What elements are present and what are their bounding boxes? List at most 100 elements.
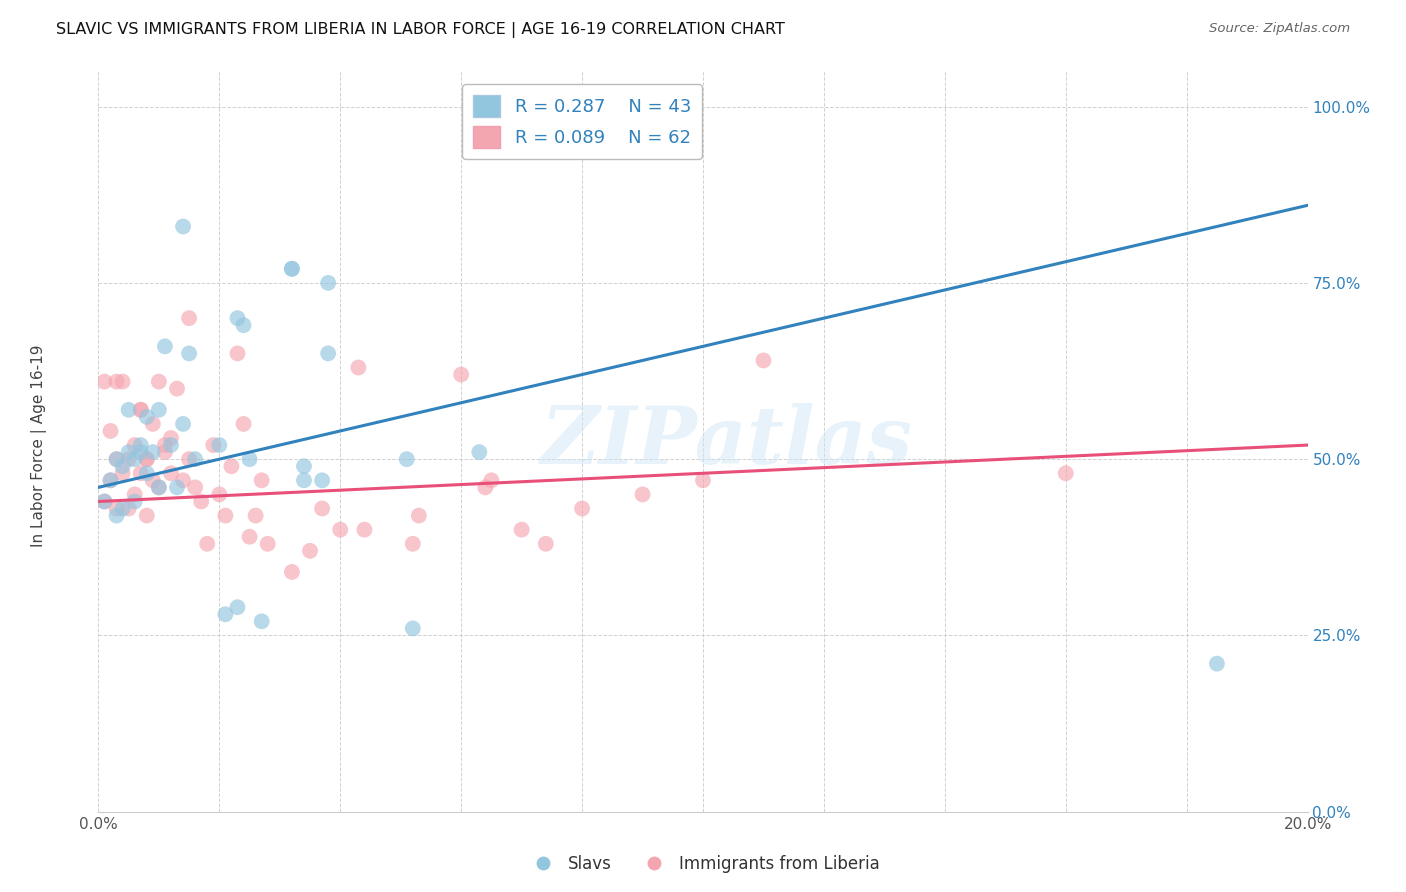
Point (100, 473, 122, 487)
Point (402, 537, 425, 551)
Point (153, 339, 176, 353)
Point (179, 311, 201, 326)
Point (347, 360, 370, 375)
Point (292, 459, 315, 474)
Point (118, 501, 141, 516)
Point (142, 417, 165, 431)
Point (148, 480, 170, 494)
Point (184, 480, 207, 494)
Point (631, 487, 654, 501)
Point (408, 508, 430, 523)
Point (1054, 467, 1077, 481)
Point (239, 452, 262, 467)
Point (353, 523, 375, 537)
Point (474, 480, 496, 494)
Point (402, 621, 425, 635)
Point (232, 318, 254, 333)
Point (135, 409, 157, 424)
Point (105, 508, 128, 523)
Point (93, 494, 115, 508)
Point (100, 473, 122, 487)
Point (190, 494, 212, 508)
Point (316, 276, 339, 290)
Point (281, 261, 304, 276)
Text: Source: ZipAtlas.com: Source: ZipAtlas.com (1209, 22, 1350, 36)
Point (124, 494, 146, 508)
Point (195, 537, 218, 551)
Point (124, 452, 146, 467)
Point (111, 459, 134, 474)
Point (111, 375, 134, 389)
Point (316, 346, 339, 360)
Point (166, 382, 188, 396)
Point (148, 375, 170, 389)
Text: In Labor Force | Age 16-19: In Labor Force | Age 16-19 (31, 344, 48, 548)
Point (118, 452, 141, 467)
Point (692, 473, 714, 487)
Point (129, 402, 152, 417)
Point (474, 100, 496, 114)
Point (481, 473, 503, 487)
Point (311, 473, 333, 487)
Point (329, 523, 352, 537)
Point (135, 452, 157, 467)
Point (202, 438, 225, 452)
Point (208, 438, 231, 452)
Point (160, 438, 183, 452)
Point (226, 600, 249, 615)
Point (214, 508, 236, 523)
Point (250, 615, 273, 629)
Point (93, 494, 115, 508)
Point (292, 473, 315, 487)
Legend: R = 0.287    N = 43, R = 0.089    N = 62: R = 0.287 N = 43, R = 0.089 N = 62 (463, 84, 702, 159)
Point (148, 480, 170, 494)
Point (226, 311, 249, 326)
Point (118, 445, 141, 459)
Point (245, 508, 267, 523)
Point (239, 530, 262, 544)
Point (184, 452, 207, 467)
Point (124, 438, 146, 452)
Point (142, 445, 165, 459)
Point (221, 459, 243, 474)
Point (395, 452, 418, 467)
Point (179, 452, 201, 467)
Point (256, 537, 278, 551)
Point (281, 261, 304, 276)
Point (510, 523, 533, 537)
Point (311, 501, 333, 516)
Point (129, 402, 152, 417)
Point (105, 452, 128, 467)
Text: SLAVIC VS IMMIGRANTS FROM LIBERIA IN LABOR FORCE | AGE 16-19 CORRELATION CHART: SLAVIC VS IMMIGRANTS FROM LIBERIA IN LAB… (56, 22, 785, 38)
Point (468, 445, 491, 459)
Point (571, 501, 593, 516)
Point (135, 508, 157, 523)
Point (160, 431, 183, 445)
Point (129, 467, 152, 481)
Legend: Slavs, Immigrants from Liberia: Slavs, Immigrants from Liberia (520, 848, 886, 880)
Point (160, 467, 183, 481)
Point (105, 501, 128, 516)
Point (226, 346, 249, 360)
Point (142, 473, 165, 487)
Text: ZIPatlas: ZIPatlas (541, 403, 914, 480)
Point (148, 402, 170, 417)
Point (153, 445, 176, 459)
Point (129, 445, 152, 459)
Point (105, 452, 128, 467)
Point (172, 219, 194, 234)
Point (153, 438, 176, 452)
Point (232, 417, 254, 431)
Point (534, 537, 557, 551)
Point (135, 467, 157, 481)
Point (299, 544, 322, 558)
Point (752, 353, 775, 368)
Point (250, 473, 273, 487)
Point (172, 473, 194, 487)
Point (281, 565, 304, 579)
Point (208, 487, 231, 501)
Point (129, 438, 152, 452)
Point (111, 467, 134, 481)
Point (105, 375, 128, 389)
Point (166, 480, 188, 494)
